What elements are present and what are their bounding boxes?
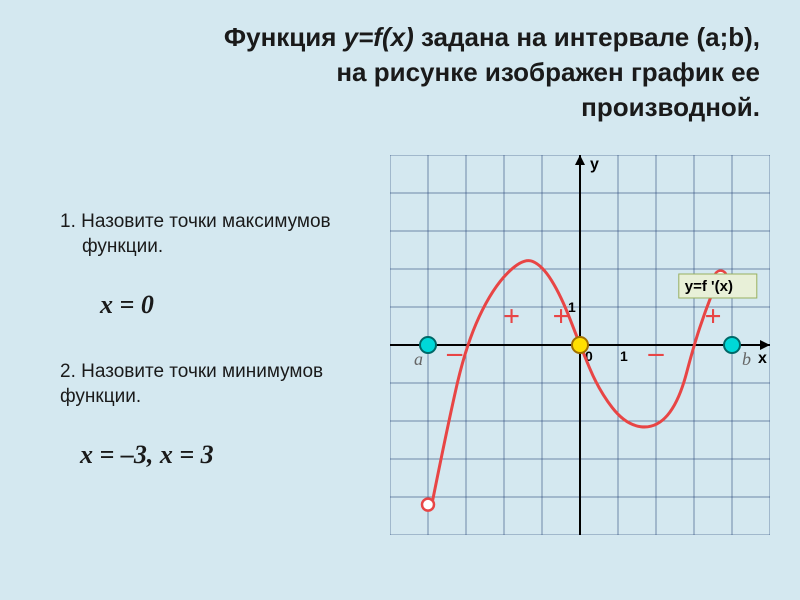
svg-text:–: –	[648, 336, 665, 369]
answer-2: x = –3, x = 3	[80, 440, 214, 470]
svg-text:+: +	[704, 300, 721, 333]
svg-text:a: a	[414, 349, 423, 369]
answer-1: x = 0	[100, 290, 154, 320]
svg-text:y=f '(x): y=f '(x)	[685, 278, 733, 295]
page-title: Функция y=f(x) задана на интервале (a;b)…	[40, 20, 760, 125]
title-func: y=f(x)	[344, 22, 414, 52]
question-1: 1. Назовите точки максимумов функции.	[60, 210, 360, 259]
title-line1-suffix: задана на интервале (a;b),	[414, 22, 760, 52]
derivative-chart: xy011–++–+aby=f '(x)	[390, 155, 770, 535]
svg-text:+: +	[503, 300, 520, 333]
svg-text:x: x	[758, 350, 767, 367]
title-line3: производной.	[581, 92, 760, 122]
title-line1-prefix: Функция	[224, 22, 344, 52]
svg-text:+: +	[552, 300, 569, 333]
question-2: 2. Назовите точки минимумов функции.	[60, 360, 360, 409]
svg-text:–: –	[446, 336, 463, 369]
title-line2: на рисунке изображен график ее	[336, 57, 760, 87]
svg-text:b: b	[742, 349, 751, 369]
svg-text:1: 1	[620, 348, 628, 364]
svg-text:y: y	[590, 156, 599, 173]
